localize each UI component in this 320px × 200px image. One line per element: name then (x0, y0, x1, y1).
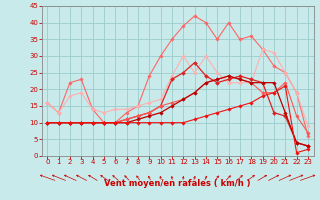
X-axis label: Vent moyen/en rafales ( km/h ): Vent moyen/en rafales ( km/h ) (104, 179, 251, 188)
